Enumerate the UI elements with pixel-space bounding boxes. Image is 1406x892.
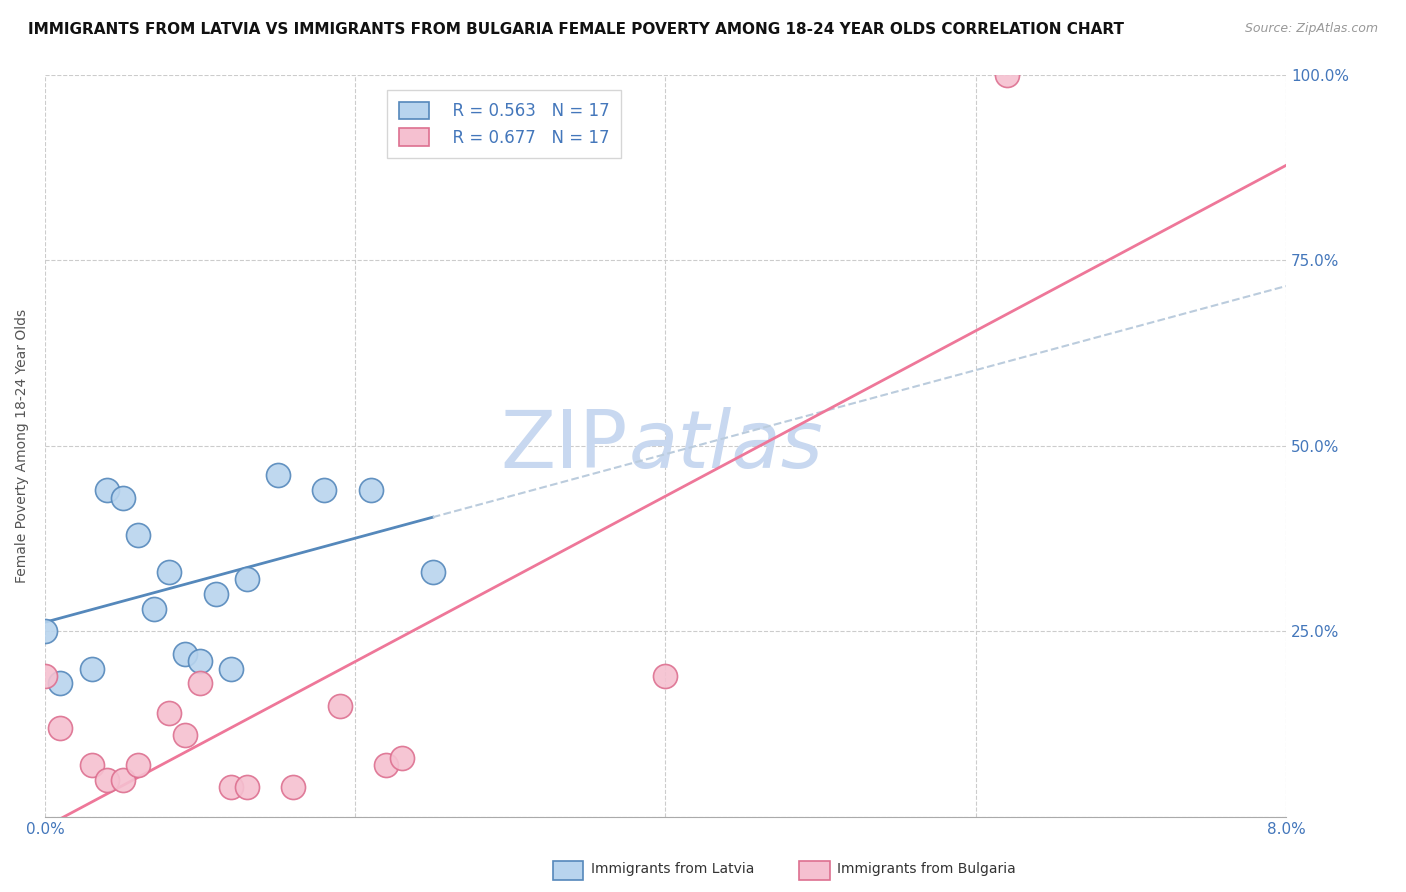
Point — [49, 676, 72, 690]
Point — [314, 483, 336, 498]
Point — [157, 706, 180, 720]
Point — [188, 676, 211, 690]
Point — [235, 573, 257, 587]
Y-axis label: Female Poverty Among 18-24 Year Olds: Female Poverty Among 18-24 Year Olds — [15, 309, 30, 582]
Point — [34, 624, 56, 639]
Point — [49, 721, 72, 735]
Point — [266, 468, 288, 483]
Point — [173, 728, 195, 742]
Point — [80, 661, 103, 675]
Point — [96, 772, 118, 787]
Point — [391, 750, 413, 764]
Point — [157, 565, 180, 579]
Point — [329, 698, 352, 713]
Legend:   R = 0.563   N = 17,   R = 0.677   N = 17: R = 0.563 N = 17, R = 0.677 N = 17 — [387, 90, 621, 158]
Point — [96, 483, 118, 498]
Text: Immigrants from Latvia: Immigrants from Latvia — [591, 862, 754, 876]
Text: ZIP: ZIP — [501, 407, 628, 484]
Point — [219, 780, 242, 795]
Point — [111, 491, 134, 505]
Point — [219, 661, 242, 675]
Point — [188, 654, 211, 668]
Point — [235, 780, 257, 795]
Point — [360, 483, 382, 498]
Text: Source: ZipAtlas.com: Source: ZipAtlas.com — [1244, 22, 1378, 36]
Point — [283, 780, 305, 795]
Point — [654, 669, 676, 683]
Point — [422, 565, 444, 579]
Point — [204, 587, 226, 601]
Point — [34, 669, 56, 683]
Point — [127, 758, 149, 772]
Text: atlas: atlas — [628, 407, 823, 484]
Text: Immigrants from Bulgaria: Immigrants from Bulgaria — [837, 862, 1015, 876]
Text: IMMIGRANTS FROM LATVIA VS IMMIGRANTS FROM BULGARIA FEMALE POVERTY AMONG 18-24 YE: IMMIGRANTS FROM LATVIA VS IMMIGRANTS FRO… — [28, 22, 1125, 37]
Point — [111, 772, 134, 787]
Point — [995, 68, 1018, 82]
Point — [173, 647, 195, 661]
Point — [375, 758, 398, 772]
Point — [127, 528, 149, 542]
Point — [142, 602, 165, 616]
Point — [80, 758, 103, 772]
